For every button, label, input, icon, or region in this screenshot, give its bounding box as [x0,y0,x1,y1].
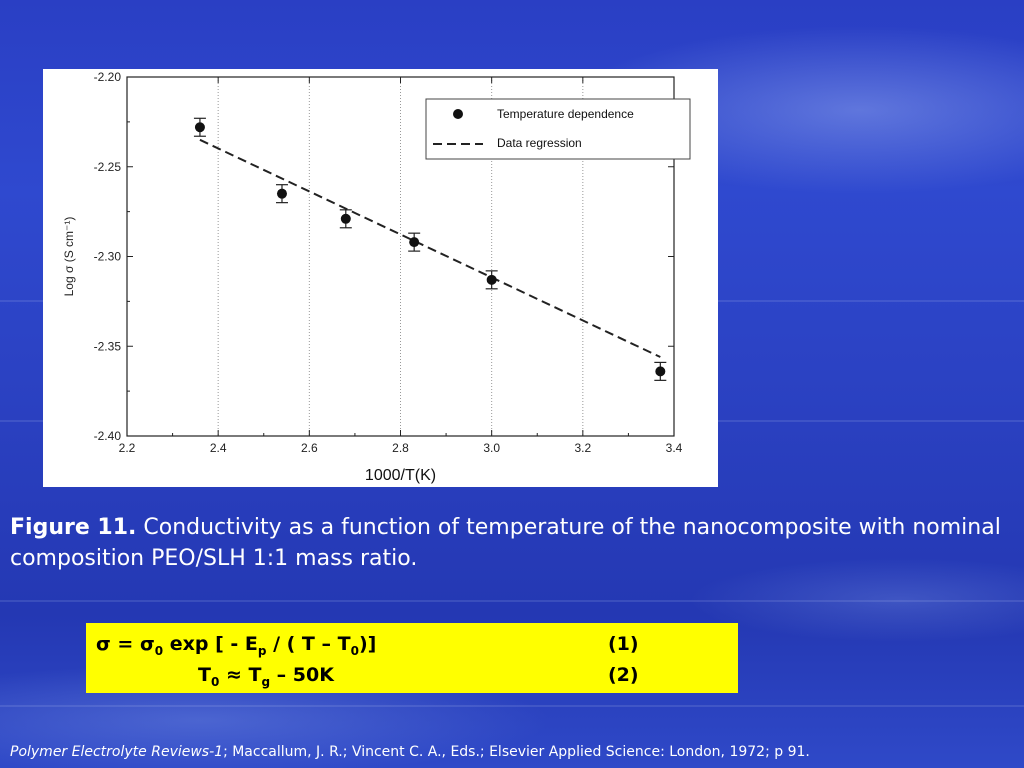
equation-2: T0 ≈ Tg – 50K [198,664,334,689]
data-point [409,237,420,248]
x-tick-label: 3.0 [483,441,500,455]
x-tick-label: 3.4 [666,441,683,455]
eq1-sub-0b: 0 [350,643,359,658]
eq2-sub-0: 0 [210,674,220,689]
legend-marker-points [453,109,463,119]
eq1-sub-p: p [257,643,267,658]
equation-1: σ = σ0 exp [ - Ep / ( T – T0)] [96,633,376,658]
y-axis-title: Log σ (S cm⁻¹) [62,217,76,297]
legend-label-line: Data regression [497,136,582,150]
reference-citation: Polymer Electrolyte Reviews-1; Maccallum… [10,744,1020,760]
x-tick-label: 2.4 [210,441,227,455]
data-point [276,188,287,199]
data-point [486,274,497,285]
eq2-approx: ≈ T [219,664,262,686]
caption-text: Conductivity as a function of temperatur… [10,515,1001,571]
y-tick-label: -2.20 [94,70,122,84]
data-point [655,366,666,377]
eq1-exp: exp [ - E [163,633,258,655]
eq2-t: T [198,664,211,686]
eq1-end: )] [358,633,377,655]
eq2-sub-g: g [261,674,271,689]
figure-caption: Figure 11. Conductivity as a function of… [10,512,1010,574]
y-tick-label: -2.25 [94,160,122,174]
equation-1-number: (1) [608,633,639,655]
reference-details: ; Maccallum, J. R.; Vincent C. A., Eds.;… [223,744,810,760]
eq2-end: – 50K [270,664,334,686]
y-tick-label: -2.40 [94,429,122,443]
reference-title: Polymer Electrolyte Reviews-1 [10,744,224,760]
y-tick-label: -2.30 [94,250,122,264]
x-tick-label: 2.6 [301,441,318,455]
eq1-sub-0: 0 [154,643,164,658]
equation-2-number: (2) [608,664,639,686]
eq1-rest: / ( T – T [266,633,351,655]
legend-box [425,98,691,160]
conductivity-chart: 2.2 2.4 2.6 2.8 3.0 3.2 3.4 -2.20 -2.25 -2.30 -2.3… [62,70,691,484]
eq1-equals: = σ [110,633,155,655]
legend-label-points: Temperature dependence [497,107,634,121]
x-tick-label: 2.8 [392,441,409,455]
data-point [194,122,205,133]
y-tick-label: -2.35 [94,339,122,353]
chart-panel: 2.2 2.4 2.6 2.8 3.0 3.2 3.4 -2.20 -2.25 -2.30 -2.3… [43,69,718,487]
x-axis-title: 1000/T(K) [365,467,436,484]
equation-box: σ = σ0 exp [ - Ep / ( T – T0)] (1) T0 ≈ … [86,623,738,693]
x-tick-label: 2.2 [119,441,136,455]
figure-label: Figure 11. [10,515,137,540]
regression-line [199,138,661,358]
data-point [340,213,351,224]
eq1-sigma: σ [96,633,111,655]
x-tick-label: 3.2 [574,441,591,455]
